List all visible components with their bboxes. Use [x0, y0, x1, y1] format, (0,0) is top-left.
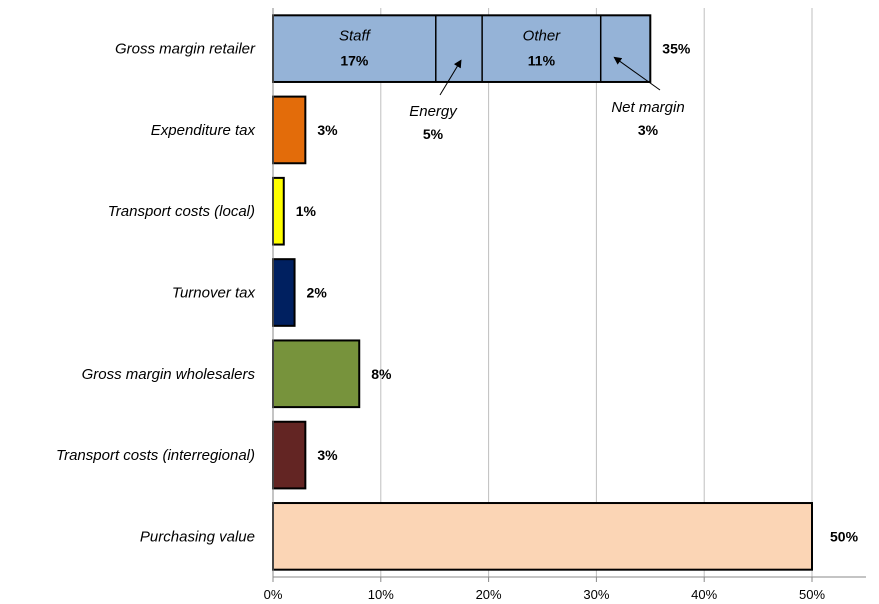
value-labels: 35% 3% 1% 2% 8% 3% 50%: [296, 41, 859, 545]
bars: [272, 14, 813, 571]
value-label: 8%: [371, 366, 392, 382]
category-label: Transport costs (interregional): [56, 447, 255, 464]
segment-value-net-margin: 3%: [638, 122, 659, 138]
x-tick-label: 10%: [368, 587, 394, 602]
value-label: 3%: [317, 122, 338, 138]
segment-name-net-margin: Net margin: [611, 99, 684, 116]
value-label: 1%: [296, 203, 317, 219]
retailer-segments: Staff 17% Energy 5% Other 11% Net margin 3%: [339, 15, 685, 142]
gridlines: [380, 8, 813, 577]
category-label: Gross margin wholesalers: [82, 366, 256, 383]
value-label: 2%: [307, 285, 328, 301]
category-label: Expenditure tax: [151, 122, 256, 139]
segment-name-other: Other: [523, 27, 562, 44]
value-label: 3%: [317, 447, 338, 463]
x-tick-label: 20%: [476, 587, 502, 602]
bar-purchasing-value: [272, 502, 813, 571]
segment-name-energy: Energy: [409, 103, 458, 120]
category-label: Turnover tax: [172, 285, 256, 302]
bar-gross-margin-wholesalers: [272, 339, 361, 409]
category-label: Transport costs (local): [108, 203, 255, 220]
category-label: Gross margin retailer: [115, 41, 256, 58]
value-label: 35%: [662, 41, 691, 57]
bar-turnover-tax: [272, 258, 296, 327]
x-axis: 0% 10% 20% 30% 40% 50%: [264, 8, 866, 602]
segment-value-staff: 17%: [340, 52, 369, 68]
x-tick-label: 40%: [691, 587, 717, 602]
value-label: 50%: [830, 528, 859, 544]
annotation-arrow-net-margin: [613, 56, 661, 91]
segment-value-other: 11%: [528, 52, 556, 68]
category-labels: Gross margin retailer Expenditure tax Tran…: [56, 41, 256, 546]
segment-name-staff: Staff: [339, 27, 372, 44]
bar-transport-costs-local: [272, 176, 285, 246]
x-tick-label: 0%: [264, 587, 283, 602]
category-label: Purchasing value: [140, 528, 255, 545]
bar-transport-costs-interregional: [272, 420, 307, 490]
x-tick-label: 50%: [799, 587, 825, 602]
segment-value-energy: 5%: [423, 126, 444, 142]
annotation-arrow-energy: [439, 59, 462, 96]
bar-gross-margin-retailer: [272, 14, 652, 83]
bar-expenditure-tax: [272, 95, 307, 165]
x-tick-label: 30%: [583, 587, 609, 602]
